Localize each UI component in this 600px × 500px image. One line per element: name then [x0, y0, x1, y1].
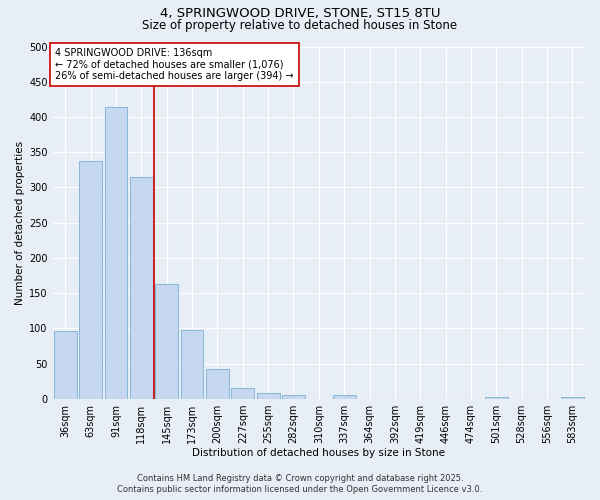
Bar	[257, 394, 280, 399]
Bar	[206, 368, 229, 399]
Bar	[130, 177, 153, 399]
Bar	[79, 160, 102, 399]
Y-axis label: Number of detached properties: Number of detached properties	[15, 140, 25, 305]
Text: Size of property relative to detached houses in Stone: Size of property relative to detached ho…	[142, 18, 458, 32]
Bar	[181, 330, 203, 399]
Bar	[282, 396, 305, 399]
Bar	[104, 107, 127, 399]
Bar	[333, 396, 356, 399]
Bar	[54, 330, 77, 399]
Bar	[485, 397, 508, 399]
Bar	[561, 397, 584, 399]
X-axis label: Distribution of detached houses by size in Stone: Distribution of detached houses by size …	[193, 448, 445, 458]
Text: 4, SPRINGWOOD DRIVE, STONE, ST15 8TU: 4, SPRINGWOOD DRIVE, STONE, ST15 8TU	[160, 8, 440, 20]
Text: 4 SPRINGWOOD DRIVE: 136sqm
← 72% of detached houses are smaller (1,076)
26% of s: 4 SPRINGWOOD DRIVE: 136sqm ← 72% of deta…	[55, 48, 294, 82]
Text: Contains HM Land Registry data © Crown copyright and database right 2025.
Contai: Contains HM Land Registry data © Crown c…	[118, 474, 482, 494]
Bar	[155, 284, 178, 399]
Bar	[232, 388, 254, 399]
